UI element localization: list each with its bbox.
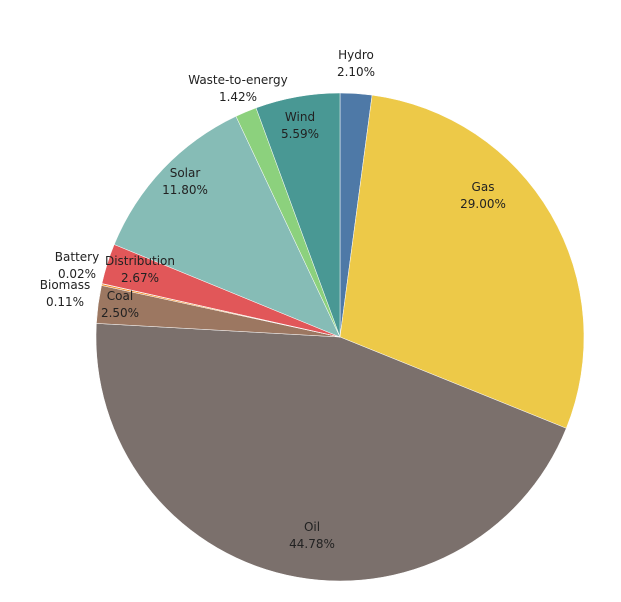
slice-label-biomass: Biomass 0.11% bbox=[40, 278, 90, 309]
slice-name: Hydro bbox=[338, 48, 374, 62]
slice-name: Wind bbox=[285, 110, 315, 124]
slice-label-wind: Wind 5.59% bbox=[281, 110, 319, 141]
slice-name: Distribution bbox=[105, 254, 175, 268]
slice-label-oil: Oil 44.78% bbox=[289, 520, 335, 551]
slice-percent: 2.10% bbox=[337, 65, 375, 79]
slice-percent: 2.67% bbox=[121, 271, 159, 285]
slice-percent: 44.78% bbox=[289, 537, 335, 551]
slice-name: Biomass bbox=[40, 278, 90, 292]
pie-slices bbox=[95, 92, 585, 582]
slice-label-gas: Gas 29.00% bbox=[460, 180, 506, 211]
slice-percent: 11.80% bbox=[162, 183, 208, 197]
slice-label-distribution: Distribution 2.67% bbox=[105, 254, 175, 285]
slice-percent: 5.59% bbox=[281, 127, 319, 141]
slice-gas bbox=[339, 94, 585, 429]
slice-percent: 0.11% bbox=[46, 295, 84, 309]
slice-percent: 1.42% bbox=[219, 90, 257, 104]
slice-name: Gas bbox=[472, 180, 495, 194]
slice-oil bbox=[95, 323, 567, 582]
slice-name: Waste-to-energy bbox=[188, 73, 288, 87]
slice-name: Oil bbox=[304, 520, 320, 534]
slice-wind bbox=[255, 92, 341, 338]
slice-solar bbox=[113, 115, 341, 338]
slice-label-coal: Coal 2.50% bbox=[101, 289, 139, 320]
slice-percent: 0.02% bbox=[58, 267, 96, 281]
slice-label-solar: Solar 11.80% bbox=[162, 166, 208, 197]
slice-name: Coal bbox=[107, 289, 133, 303]
slice-percent: 2.50% bbox=[101, 306, 139, 320]
slice-label-battery: Battery 0.02% bbox=[55, 250, 99, 281]
slice-name: Solar bbox=[170, 166, 201, 180]
slice-name: Battery bbox=[55, 250, 99, 264]
slice-label-hydro: Hydro 2.10% bbox=[337, 48, 375, 79]
pie-labels: Hydro 2.10% Gas 29.00% Oil 44.78% Coal 2.50% Bio… bbox=[40, 48, 506, 551]
slice-label-waste-to-energy: Waste-to-energy 1.42% bbox=[188, 73, 288, 104]
slice-percent: 29.00% bbox=[460, 197, 506, 211]
